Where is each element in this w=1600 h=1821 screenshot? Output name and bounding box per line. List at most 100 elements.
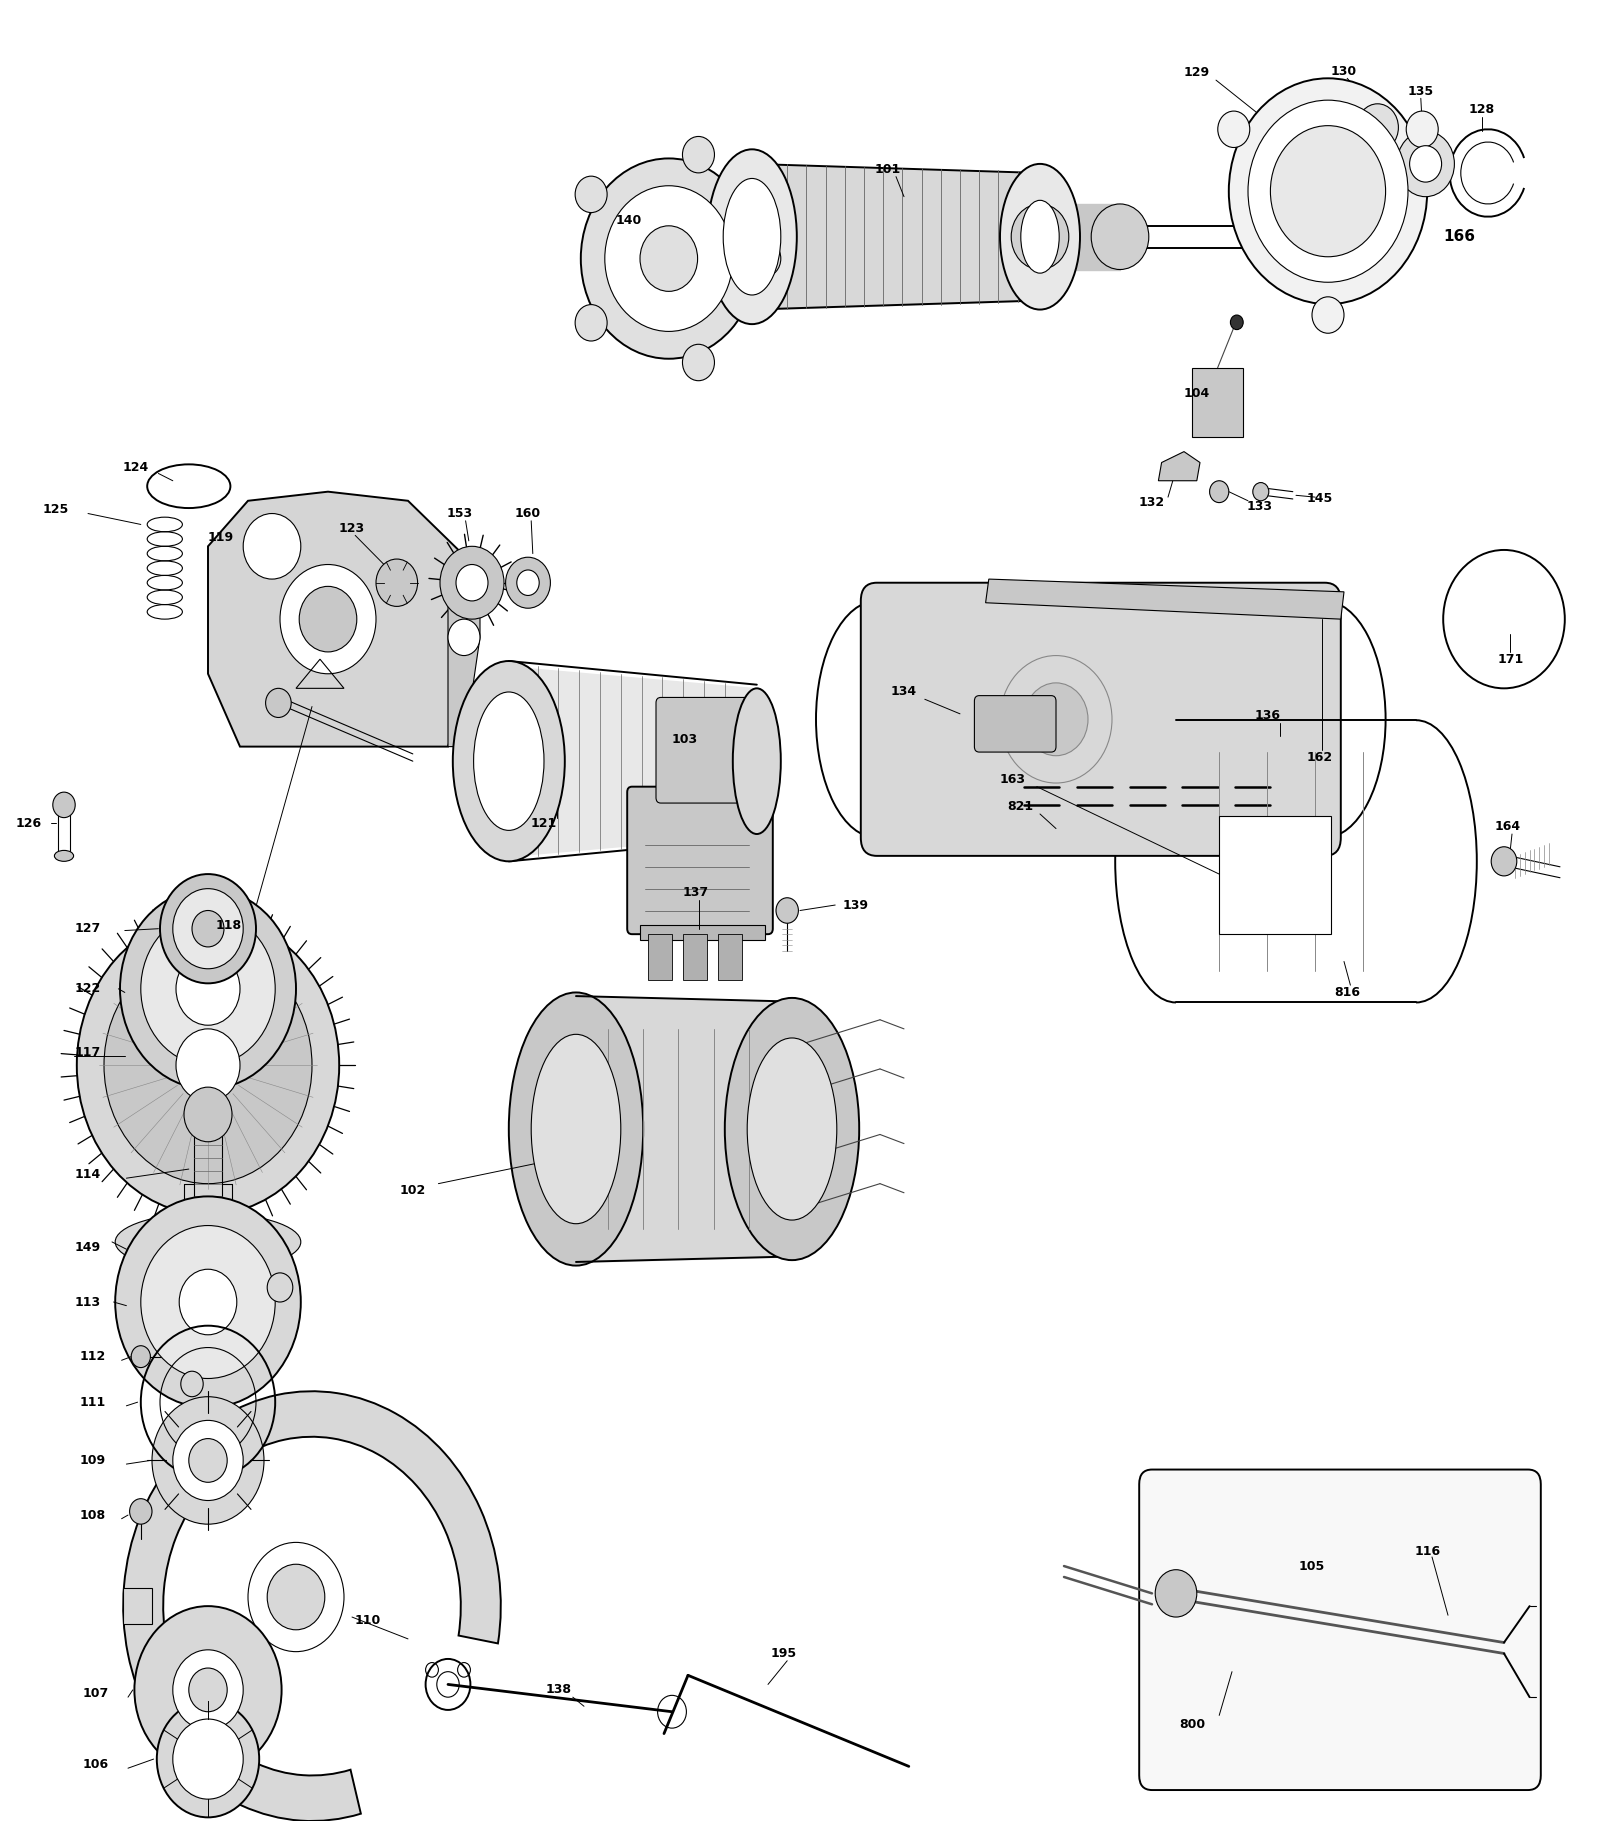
Circle shape xyxy=(605,186,733,331)
Circle shape xyxy=(189,1439,227,1482)
Text: 125: 125 xyxy=(43,503,69,517)
Polygon shape xyxy=(986,579,1344,619)
Circle shape xyxy=(141,1226,275,1378)
Text: 104: 104 xyxy=(1184,386,1210,401)
Text: 102: 102 xyxy=(400,1184,426,1198)
Ellipse shape xyxy=(509,992,643,1266)
Circle shape xyxy=(1312,297,1344,333)
Text: 109: 109 xyxy=(80,1453,106,1468)
Ellipse shape xyxy=(531,1034,621,1224)
Circle shape xyxy=(248,1542,344,1652)
Circle shape xyxy=(749,240,781,277)
Circle shape xyxy=(173,1650,243,1730)
Text: 103: 103 xyxy=(672,732,698,747)
Text: 105: 105 xyxy=(1299,1559,1325,1573)
Text: 153: 153 xyxy=(446,506,472,521)
Text: 101: 101 xyxy=(875,162,901,177)
Text: 124: 124 xyxy=(123,461,149,475)
Ellipse shape xyxy=(54,850,74,861)
Ellipse shape xyxy=(1000,164,1080,310)
Circle shape xyxy=(53,792,75,818)
Circle shape xyxy=(131,1346,150,1368)
Text: 122: 122 xyxy=(75,982,101,996)
Circle shape xyxy=(299,586,357,652)
Text: 111: 111 xyxy=(80,1395,106,1409)
Circle shape xyxy=(506,557,550,608)
Text: 119: 119 xyxy=(208,530,234,544)
Circle shape xyxy=(574,304,606,341)
Circle shape xyxy=(1270,126,1386,257)
Text: 135: 135 xyxy=(1408,84,1434,98)
Polygon shape xyxy=(640,925,765,940)
Text: 160: 160 xyxy=(515,506,541,521)
Ellipse shape xyxy=(115,1213,301,1271)
Text: 106: 106 xyxy=(83,1757,109,1772)
Text: 816: 816 xyxy=(1334,985,1360,1000)
Text: 133: 133 xyxy=(1246,499,1272,514)
Circle shape xyxy=(179,1269,237,1335)
Text: 145: 145 xyxy=(1307,492,1333,506)
Circle shape xyxy=(267,1564,325,1630)
FancyBboxPatch shape xyxy=(1139,1470,1541,1790)
Circle shape xyxy=(134,1606,282,1774)
Text: 149: 149 xyxy=(75,1240,101,1255)
Circle shape xyxy=(130,1499,152,1524)
Circle shape xyxy=(243,514,301,579)
Ellipse shape xyxy=(733,688,781,834)
Circle shape xyxy=(141,912,275,1065)
Circle shape xyxy=(181,1371,203,1397)
Circle shape xyxy=(115,1196,301,1408)
Circle shape xyxy=(1218,111,1250,148)
Polygon shape xyxy=(1158,452,1200,481)
Polygon shape xyxy=(123,1588,152,1624)
Text: 118: 118 xyxy=(216,918,242,932)
Circle shape xyxy=(173,1420,243,1501)
Circle shape xyxy=(517,570,539,595)
Bar xyxy=(648,934,672,980)
Circle shape xyxy=(1155,1570,1197,1617)
Circle shape xyxy=(1410,146,1442,182)
Circle shape xyxy=(1248,100,1408,282)
Text: 113: 113 xyxy=(75,1295,101,1309)
Circle shape xyxy=(776,898,798,923)
Text: 123: 123 xyxy=(339,521,365,535)
Circle shape xyxy=(1229,78,1427,304)
Circle shape xyxy=(173,889,243,969)
Circle shape xyxy=(280,565,376,674)
Circle shape xyxy=(440,546,504,619)
Ellipse shape xyxy=(453,661,565,861)
Circle shape xyxy=(176,952,240,1025)
Text: 136: 136 xyxy=(1254,708,1280,723)
Text: 121: 121 xyxy=(531,816,557,830)
Circle shape xyxy=(176,1029,240,1102)
Circle shape xyxy=(1397,131,1454,197)
Ellipse shape xyxy=(725,998,859,1260)
Circle shape xyxy=(683,344,715,381)
Text: 116: 116 xyxy=(1414,1544,1440,1559)
Wedge shape xyxy=(123,1391,501,1821)
Text: 112: 112 xyxy=(80,1349,106,1364)
Text: 800: 800 xyxy=(1179,1717,1205,1732)
Ellipse shape xyxy=(707,149,797,324)
Text: 114: 114 xyxy=(75,1167,101,1182)
Text: 166: 166 xyxy=(1443,229,1475,244)
Circle shape xyxy=(1024,683,1088,756)
Bar xyxy=(718,934,742,980)
Bar xyxy=(1219,816,1331,934)
FancyBboxPatch shape xyxy=(861,583,1341,856)
Text: 821: 821 xyxy=(1008,799,1034,814)
Text: 130: 130 xyxy=(1331,64,1357,78)
FancyBboxPatch shape xyxy=(656,697,752,803)
Circle shape xyxy=(189,1668,227,1712)
Ellipse shape xyxy=(474,692,544,830)
Ellipse shape xyxy=(1091,204,1149,270)
Circle shape xyxy=(683,137,715,173)
Circle shape xyxy=(1406,111,1438,148)
FancyBboxPatch shape xyxy=(974,696,1056,752)
Circle shape xyxy=(456,565,488,601)
Text: 164: 164 xyxy=(1494,819,1520,834)
Text: 129: 129 xyxy=(1184,66,1210,80)
Circle shape xyxy=(157,1701,259,1817)
Circle shape xyxy=(1357,104,1398,151)
Text: 134: 134 xyxy=(891,685,917,699)
